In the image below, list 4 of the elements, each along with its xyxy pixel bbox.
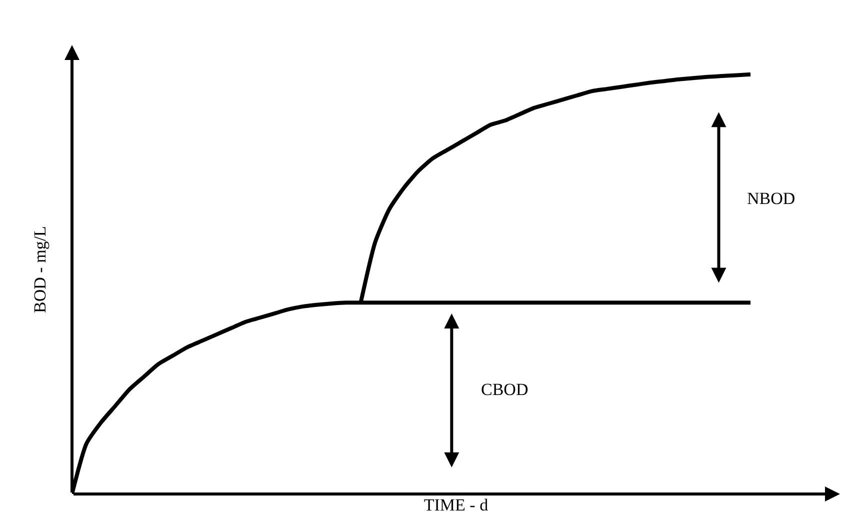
annotation: NBOD [747,189,796,208]
annotation: CBOD [481,380,528,399]
y-axis-title: BOD - mg/L [30,226,50,313]
x-axis-title: TIME - d [424,495,489,514]
